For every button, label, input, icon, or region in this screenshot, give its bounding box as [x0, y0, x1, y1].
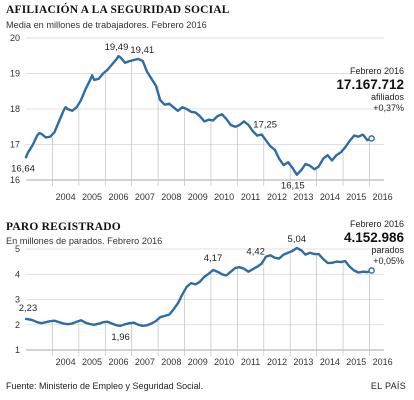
chart2-annotation: 5,04 — [288, 234, 307, 245]
chart2-xtick-label: 2015 — [346, 357, 366, 367]
chart1-xtick-label: 2009 — [188, 192, 208, 202]
chart2-callout: Febrero 2016 4.152.986 parados +0,05% — [344, 219, 404, 267]
chart1-annotation: 17,25 — [253, 120, 277, 131]
chart2-annotation: 4,17 — [204, 253, 223, 264]
chart2-annotation: 4,42 — [246, 247, 265, 258]
chart2-xtick-label: 2010 — [214, 357, 234, 367]
chart1-callout: Febrero 2016 17.167.712 afiliados +0,37% — [336, 66, 404, 114]
source-note: Fuente: Ministerio de Empleo y Seguridad… — [6, 381, 204, 391]
chart2-annotation: 1,96 — [111, 332, 130, 343]
chart2-xtick-label: 2009 — [188, 357, 208, 367]
chart2-xtick-label: 2005 — [82, 357, 102, 367]
chart1-callout-unit: afiliados — [370, 92, 404, 102]
chart2-ytick-label: 3 — [15, 295, 20, 305]
chart2-ytick-label: 2 — [15, 320, 20, 330]
chart2-subtitle: En millones de parados. Febrero 2016 — [6, 236, 163, 246]
chart1-annotation: 19,41 — [130, 45, 154, 56]
chart2-xtick-label: 2014 — [320, 357, 340, 367]
chart1-ytick-label: 18 — [10, 104, 20, 114]
chart1-subtitle: Media en millones de trabajadores. Febre… — [6, 20, 207, 30]
chart2-xtick-label: 2012 — [267, 357, 287, 367]
chart1-callout-period: Febrero 2016 — [349, 66, 404, 76]
chart1-annotation: 16,64 — [11, 163, 35, 174]
chart1-xtick-label: 2012 — [267, 192, 287, 202]
chart2-annotation: 2,23 — [19, 303, 38, 314]
chart1-xtick-label: 2014 — [320, 192, 340, 202]
chart2-xtick-label: 2006 — [108, 357, 128, 367]
chart2-ytick-label: 4 — [15, 269, 20, 279]
chart1-end-marker — [368, 135, 375, 142]
brand-logo: EL PAÍS — [370, 381, 406, 391]
chart1-ytick-label: 16 — [10, 175, 20, 185]
chart2-xtick-label: 2016 — [373, 357, 393, 367]
chart2-title: PARO REGISTRADO — [6, 221, 121, 233]
chart1-xtick-label: 2013 — [293, 192, 313, 202]
chart1-annotation: 19,49 — [105, 42, 129, 53]
chart2-callout-value: 4.152.986 — [343, 230, 404, 245]
chart1-annotation: 16,15 — [281, 181, 305, 192]
chart1-xtick-label: 2016 — [373, 192, 393, 202]
chart1-xtick-label: 2005 — [82, 192, 102, 202]
chart2-ytick-label: 1 — [15, 345, 20, 355]
chart2-xtick-label: 2011 — [241, 357, 260, 367]
chart1-ytick-label: 20 — [10, 33, 20, 43]
chart2-xtick-label: 2007 — [135, 357, 155, 367]
chart2-xtick-label: 2004 — [56, 357, 76, 367]
chart2-callout-unit: parados — [371, 245, 404, 255]
chart1-callout-value: 17.167.712 — [336, 77, 404, 92]
chart1-xtick-label: 2011 — [241, 192, 260, 202]
chart1-xtick-label: 2015 — [346, 192, 366, 202]
chart2-xtick-label: 2013 — [293, 357, 313, 367]
chart1-title: AFILIACIÓN A LA SEGURIDAD SOCIAL — [6, 4, 230, 16]
chart1-ytick-label: 17 — [10, 140, 20, 150]
chart2-xtick-label: 2008 — [161, 357, 181, 367]
chart1-series-line — [24, 54, 373, 176]
chart1-ytick-label: 19 — [10, 69, 20, 79]
chart2-ytick-label: 5 — [15, 244, 20, 254]
chart2-callout-period: Febrero 2016 — [349, 219, 404, 229]
chart2-callout-change: +0,05% — [373, 256, 404, 266]
chart1-xtick-label: 2008 — [161, 192, 181, 202]
chart1-xtick-label: 2007 — [135, 192, 155, 202]
chart1-xtick-label: 2006 — [108, 192, 128, 202]
chart1-xtick-label: 2010 — [214, 192, 234, 202]
chart1-callout-change: +0,37% — [373, 103, 404, 113]
chart2-end-marker — [368, 267, 375, 274]
chart2-series-line — [24, 246, 373, 327]
chart1-xtick-label: 2004 — [56, 192, 76, 202]
